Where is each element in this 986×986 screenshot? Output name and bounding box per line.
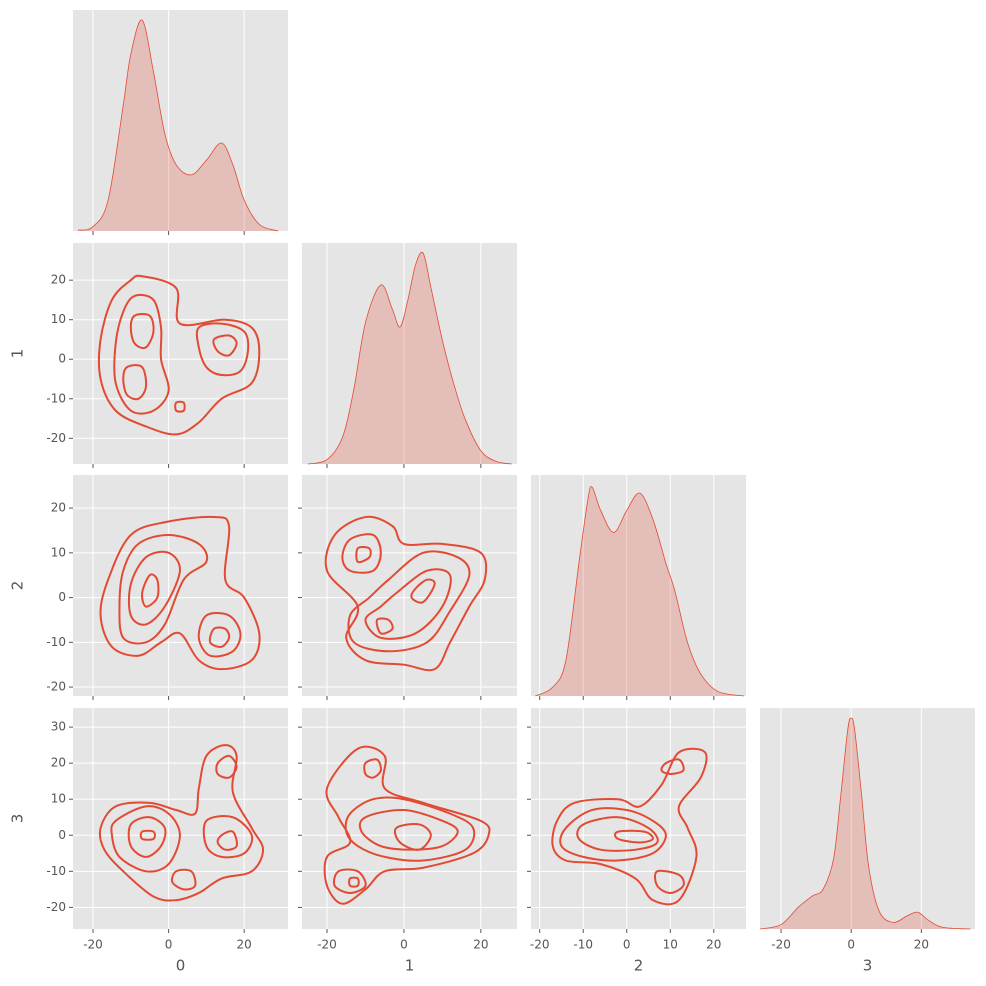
x-tick-label: 0 xyxy=(400,938,408,952)
panel-background xyxy=(73,708,288,929)
x-tick-label: -20 xyxy=(771,938,791,952)
contour xyxy=(363,758,382,779)
contour xyxy=(576,816,659,852)
x-axis-label: 1 xyxy=(405,957,415,975)
x-tick-label: 10 xyxy=(663,938,678,952)
y-tick-label: 20 xyxy=(51,501,66,515)
x-axis-label: 3 xyxy=(863,957,873,975)
contour xyxy=(98,744,265,902)
x-tick-label: 20 xyxy=(914,938,929,952)
contour xyxy=(614,829,654,844)
contour xyxy=(141,573,160,608)
x-tick-label: -20 xyxy=(83,938,103,952)
y-tick-label: 10 xyxy=(51,792,66,806)
contour xyxy=(208,626,231,648)
y-tick-label: 0 xyxy=(58,590,66,604)
x-tick-label: 0 xyxy=(165,938,173,952)
y-tick-label: 20 xyxy=(51,756,66,770)
contour xyxy=(559,807,667,862)
density-line xyxy=(759,717,971,930)
y-tick-label: -20 xyxy=(46,680,66,694)
panel-background xyxy=(302,708,517,929)
contour xyxy=(375,617,394,635)
contour xyxy=(118,533,209,645)
contour xyxy=(341,533,382,574)
contour xyxy=(202,815,254,859)
y-tick-label: -10 xyxy=(46,864,66,878)
y-tick-label: 0 xyxy=(58,352,66,366)
contour xyxy=(348,876,360,888)
contour xyxy=(97,274,261,436)
panel-background xyxy=(760,708,975,929)
y-tick-label: 0 xyxy=(58,828,66,842)
contour xyxy=(410,578,436,604)
x-tick-label: 20 xyxy=(706,938,721,952)
x-tick-label: -20 xyxy=(317,938,337,952)
contour xyxy=(170,868,197,891)
contour xyxy=(127,550,181,626)
contour xyxy=(551,747,708,906)
contour xyxy=(122,364,148,401)
y-tick-label: -20 xyxy=(46,900,66,914)
density-line xyxy=(77,19,279,232)
y-tick-label: -10 xyxy=(46,391,66,405)
contour xyxy=(344,796,476,862)
density-line xyxy=(535,486,745,697)
contour xyxy=(110,805,181,873)
x-axis-label: 0 xyxy=(176,957,186,975)
contour xyxy=(215,754,238,779)
density-area xyxy=(760,718,971,929)
contour xyxy=(139,829,156,841)
contour xyxy=(355,545,372,564)
contour xyxy=(212,334,238,357)
x-tick-label: 0 xyxy=(847,938,855,952)
density-line xyxy=(307,251,512,465)
contour xyxy=(323,745,491,905)
y-tick-label: 10 xyxy=(51,545,66,559)
contour xyxy=(393,823,432,851)
contour xyxy=(195,322,250,377)
x-axis-label: 2 xyxy=(634,957,644,975)
y-tick-label: 30 xyxy=(51,720,66,734)
y-axis-label: 1 xyxy=(9,349,27,359)
x-tick-label: -20 xyxy=(530,938,550,952)
contour xyxy=(358,809,459,851)
contour xyxy=(129,313,155,350)
contour xyxy=(113,293,170,415)
contour xyxy=(127,816,167,858)
y-tick-label: 20 xyxy=(51,273,66,287)
x-tick-label: 20 xyxy=(237,938,252,952)
contour xyxy=(174,400,186,413)
contour xyxy=(364,568,452,640)
panel-background xyxy=(531,708,746,929)
contour xyxy=(99,515,261,671)
x-tick-label: 20 xyxy=(473,938,488,952)
contour xyxy=(324,515,488,672)
contour xyxy=(654,869,685,894)
density-area xyxy=(535,486,745,696)
panel-background xyxy=(73,10,288,231)
contour xyxy=(197,611,242,658)
x-tick-label: 0 xyxy=(623,938,631,952)
density-area xyxy=(307,252,512,464)
contour xyxy=(660,758,685,775)
y-tick-label: 10 xyxy=(51,312,66,326)
panel-background xyxy=(73,243,288,464)
x-tick-label: -10 xyxy=(573,938,593,952)
y-axis-label: 2 xyxy=(9,581,27,591)
y-tick-label: -10 xyxy=(46,635,66,649)
panel-background xyxy=(531,475,746,696)
contour xyxy=(347,550,471,653)
contour xyxy=(332,868,367,894)
contour xyxy=(216,830,238,851)
y-tick-label: -20 xyxy=(46,431,66,445)
y-axis-label: 3 xyxy=(9,814,27,824)
